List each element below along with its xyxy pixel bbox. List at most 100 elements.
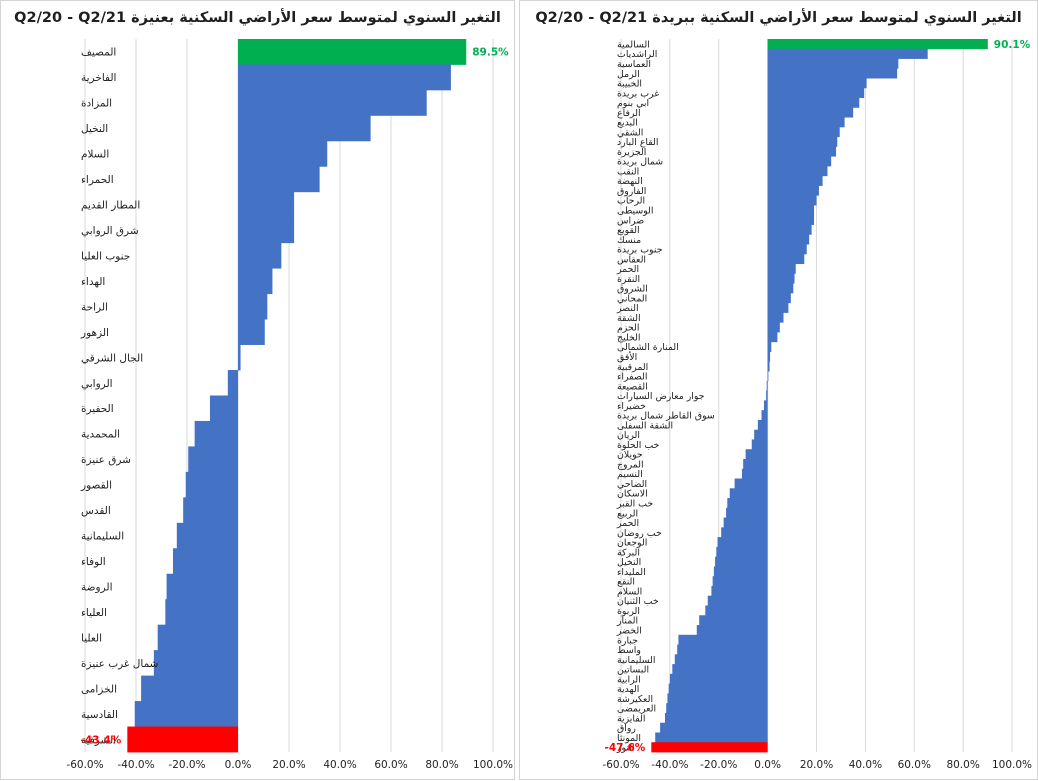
bar	[674, 654, 768, 665]
bar	[766, 380, 768, 392]
category-label: المروج	[617, 459, 644, 470]
category-label: النخيل	[617, 557, 641, 568]
bar	[767, 97, 860, 108]
x-tick-label: 0.0%	[225, 759, 252, 771]
chart-title: التغير السنوي لمتوسط سعر الأراضي السكنية…	[14, 10, 501, 26]
bar	[767, 244, 807, 255]
bar	[153, 650, 238, 677]
category-label: القويع	[617, 225, 640, 236]
category-label: خب روضان	[617, 528, 662, 539]
category-label: النسيم	[617, 469, 643, 480]
category-label: العليا	[81, 632, 102, 644]
category-label: الشرقية	[81, 734, 116, 746]
bar	[767, 78, 867, 89]
bar	[134, 701, 238, 727]
bar	[185, 471, 238, 498]
x-tick-label: 80.0%	[425, 759, 458, 771]
bar	[767, 273, 795, 284]
bar	[763, 400, 768, 411]
category-label: النور	[616, 743, 635, 754]
bar	[767, 195, 817, 206]
category-label: الجزيرة	[617, 147, 646, 158]
bar	[238, 268, 273, 295]
category-label: الخضر	[616, 625, 642, 636]
bar	[734, 478, 768, 489]
x-tick-label: 100.0%	[473, 759, 513, 771]
bar	[767, 87, 865, 99]
category-label: الربوة	[617, 606, 640, 617]
category-label: العماسية	[617, 59, 651, 70]
bar	[668, 683, 768, 694]
bar	[766, 390, 768, 401]
bar	[238, 89, 427, 116]
bar	[741, 468, 768, 479]
bar	[183, 497, 238, 524]
bar	[767, 214, 815, 225]
bar	[711, 585, 768, 597]
category-label: الشقة السفلى	[617, 420, 673, 431]
category-label: السلام	[81, 149, 109, 161]
category-label: الحفيرة	[81, 403, 114, 415]
bar	[238, 140, 328, 167]
category-label: الروابي	[81, 378, 113, 390]
bar	[227, 370, 238, 396]
bar	[767, 351, 771, 362]
bar	[767, 117, 845, 128]
category-label: غرب بريدة	[617, 88, 659, 99]
x-tick-label: -60.0%	[602, 759, 639, 771]
bar	[707, 595, 768, 606]
bar	[141, 675, 238, 702]
x-tick-label: -20.0%	[168, 759, 205, 771]
bar	[721, 527, 768, 538]
category-label: جنوب العليا	[81, 250, 130, 262]
bar	[194, 420, 238, 447]
category-label: القادسية	[81, 709, 118, 721]
category-label: الضاحي	[617, 479, 647, 490]
bar	[767, 205, 815, 216]
bar	[238, 344, 241, 371]
bar	[767, 156, 832, 167]
category-label: المحاني	[617, 293, 647, 304]
category-label: العلياء	[81, 607, 107, 619]
x-tick-label: -40.0%	[117, 759, 154, 771]
bar	[677, 644, 768, 655]
bar	[655, 732, 768, 743]
category-label: الربيع	[617, 508, 638, 519]
category-label: الوجعان	[617, 538, 647, 549]
category-label: الحمر	[616, 264, 639, 275]
category-label: المصيف	[81, 47, 116, 59]
category-label: السالمية	[617, 39, 650, 50]
category-label: الزهور	[80, 327, 109, 339]
bar	[745, 449, 768, 460]
category-label: الاسكان	[617, 489, 648, 500]
category-label: واسط	[617, 645, 641, 656]
bar	[667, 693, 768, 704]
category-label: النقع	[617, 577, 635, 588]
category-label: القصيعة	[617, 381, 648, 392]
bar	[767, 322, 780, 333]
bar	[729, 488, 768, 499]
category-label: المونثا	[617, 733, 641, 744]
bar	[699, 615, 768, 626]
bar	[666, 703, 768, 714]
bar	[157, 624, 238, 651]
bar	[166, 573, 238, 600]
bar	[672, 664, 768, 675]
bar	[188, 446, 238, 473]
category-label: رواق	[617, 723, 636, 734]
bar	[238, 166, 320, 193]
category-label: خب القبر	[616, 499, 653, 510]
category-label: المطار القديم	[81, 200, 140, 212]
category-label: البساتين	[617, 665, 649, 676]
category-label: المرقبية	[617, 362, 648, 373]
category-label: منسك	[617, 235, 641, 246]
category-label: الشروق	[617, 284, 648, 295]
x-tick-label: 60.0%	[898, 759, 931, 771]
category-label: النصر	[616, 303, 639, 314]
bar	[176, 522, 238, 549]
bar	[705, 605, 768, 616]
data-label-max: 89.5%	[472, 47, 509, 59]
category-label: جوار معارض السيارات	[617, 391, 705, 402]
category-label: الحمر	[616, 518, 639, 529]
x-tick-label: 20.0%	[272, 759, 305, 771]
